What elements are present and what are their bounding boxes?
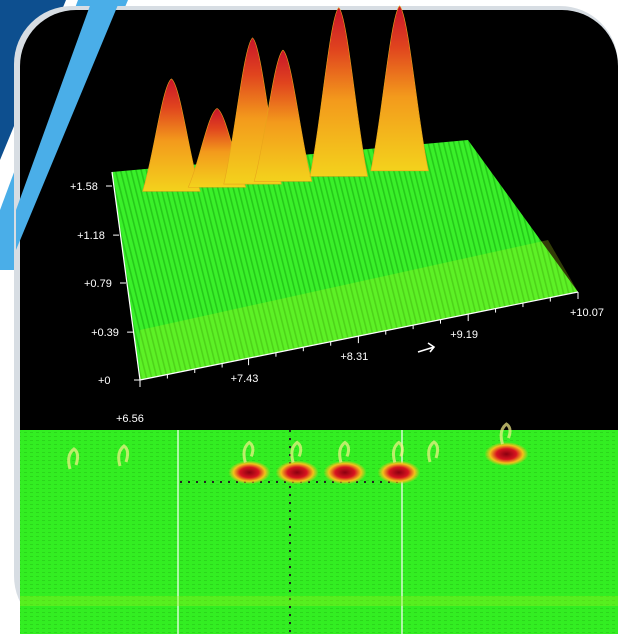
heatmap-plot [20, 422, 618, 634]
x-tick-label: +6.56 [116, 413, 144, 425]
peak [142, 78, 201, 192]
y-tick-label: +1.18 [77, 230, 105, 242]
surface-glow [140, 240, 578, 380]
x-tick-label: +7.43 [231, 373, 259, 385]
hotspot [323, 460, 367, 485]
hotspot-trace [338, 440, 351, 463]
hotspots-layer [67, 422, 529, 485]
axes-layer: +6.56 +7.43 +8.31 +9.19 +10.07 +0 +0.39 +0.79 +1… [70, 171, 604, 425]
peak [253, 49, 313, 182]
heatmap-band-bottom [20, 596, 618, 606]
hotspot-trace [290, 440, 303, 463]
x-tick-label: +9.19 [450, 329, 478, 341]
background-trace [117, 444, 130, 467]
accent-stripe-overlay [16, 0, 120, 250]
peak [370, 5, 429, 172]
surface-plot: +6.56 +7.43 +8.31 +9.19 +10.07 +0 +0.39 +0.79 +1… [70, 5, 604, 425]
y-tick-label: +0 [98, 375, 111, 387]
hotspot-trace [499, 422, 512, 445]
background-trace [427, 440, 440, 463]
hotspot [275, 460, 319, 485]
hotspot-trace [242, 440, 255, 463]
hotspot [228, 460, 271, 485]
y-tick-label: +0.79 [84, 278, 112, 290]
y-axis-line [111, 171, 141, 381]
hotspot-trace [391, 440, 404, 463]
arrow-icon [417, 342, 436, 353]
x-axis-line [139, 291, 579, 381]
peak [309, 7, 368, 177]
peaks-layer [142, 5, 429, 192]
x-tick-label: +8.31 [340, 351, 368, 363]
x-tick-label: +10.07 [570, 307, 604, 319]
hotspot [377, 460, 420, 485]
background-trace [67, 447, 80, 470]
hotspot [484, 442, 529, 467]
y-tick-label: +0.39 [91, 327, 119, 339]
y-tick-label: +1.58 [70, 181, 98, 193]
surface-floor [112, 140, 578, 380]
